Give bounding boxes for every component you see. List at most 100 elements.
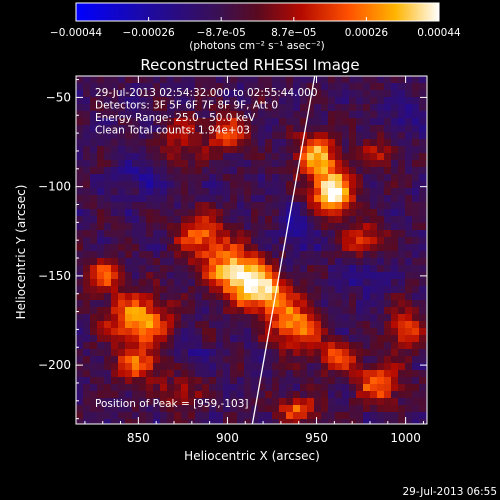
heatmap-cell: [335, 314, 343, 322]
heatmap-cell: [90, 405, 98, 413]
heatmap-cell: [265, 97, 273, 105]
heatmap-cell: [104, 293, 112, 301]
heatmap-cell: [363, 412, 371, 420]
heatmap-cell: [153, 139, 161, 147]
heatmap-cell: [342, 279, 350, 287]
heatmap-cell: [125, 83, 133, 91]
heatmap-cell: [391, 188, 399, 196]
heatmap-cell: [370, 314, 378, 322]
heatmap-cell: [97, 125, 105, 133]
heatmap-cell: [391, 125, 399, 133]
heatmap-cell: [237, 181, 245, 189]
heatmap-cell: [181, 216, 189, 224]
heatmap-cell: [377, 377, 385, 385]
heatmap-cell: [97, 237, 105, 245]
heatmap-cell: [335, 363, 343, 371]
heatmap-cell: [370, 160, 378, 168]
heatmap-cell: [160, 328, 168, 336]
heatmap-cell: [167, 223, 175, 231]
heatmap-cell: [153, 153, 161, 161]
heatmap-cell: [244, 188, 252, 196]
heatmap-cell: [195, 195, 203, 203]
heatmap-cell: [230, 188, 238, 196]
heatmap-cell: [377, 153, 385, 161]
heatmap-cell: [335, 174, 343, 182]
heatmap-cell: [307, 118, 315, 126]
heatmap-cell: [279, 370, 287, 378]
heatmap-cell: [370, 293, 378, 301]
heatmap-cell: [342, 258, 350, 266]
heatmap-cell: [419, 174, 427, 182]
heatmap-cell: [265, 230, 273, 238]
heatmap-cell: [251, 335, 259, 343]
heatmap-cell: [125, 300, 133, 308]
heatmap-cell: [104, 279, 112, 287]
heatmap-cell: [258, 349, 266, 357]
heatmap-cell: [188, 237, 196, 245]
heatmap-cell: [181, 412, 189, 420]
heatmap-cell: [132, 356, 140, 364]
heatmap-cell: [160, 111, 168, 119]
heatmap-cell: [286, 398, 294, 406]
heatmap-cell: [118, 321, 126, 329]
heatmap-cell: [349, 356, 357, 364]
heatmap-cell: [118, 160, 126, 168]
heatmap-cell: [398, 83, 406, 91]
heatmap-cell: [216, 174, 224, 182]
heatmap-cell: [139, 384, 147, 392]
heatmap-cell: [321, 405, 329, 413]
heatmap-cell: [300, 251, 308, 259]
heatmap-cell: [251, 321, 259, 329]
heatmap-cell: [125, 209, 133, 217]
heatmap-cell: [181, 265, 189, 273]
heatmap-cell: [251, 160, 259, 168]
heatmap-cell: [307, 223, 315, 231]
heatmap-cell: [237, 258, 245, 266]
heatmap-cell: [370, 195, 378, 203]
heatmap-cell: [363, 300, 371, 308]
heatmap-cell: [174, 90, 182, 98]
heatmap-cell: [391, 279, 399, 287]
heatmap-cell: [188, 167, 196, 175]
heatmap-cell: [132, 195, 140, 203]
heatmap-cell: [412, 279, 420, 287]
heatmap-cell: [202, 377, 210, 385]
heatmap-cell: [342, 293, 350, 301]
heatmap-cell: [202, 293, 210, 301]
heatmap-cell: [300, 174, 308, 182]
heatmap-cell: [258, 76, 266, 84]
heatmap-cell: [104, 244, 112, 252]
heatmap-cell: [286, 363, 294, 371]
heatmap-cell: [97, 398, 105, 406]
heatmap-cell: [342, 342, 350, 350]
heatmap-cell: [370, 181, 378, 189]
heatmap-cell: [153, 370, 161, 378]
heatmap-cell: [181, 188, 189, 196]
heatmap-cell: [328, 342, 336, 350]
heatmap-cell: [342, 314, 350, 322]
heatmap-cell: [216, 279, 224, 287]
heatmap-cell: [279, 412, 287, 420]
heatmap-cell: [181, 384, 189, 392]
heatmap-cell: [244, 342, 252, 350]
heatmap-cell: [321, 188, 329, 196]
heatmap-cell: [76, 314, 84, 322]
heatmap-cell: [307, 139, 315, 147]
heatmap-cell: [111, 384, 119, 392]
heatmap-cell: [90, 125, 98, 133]
heatmap-cell: [76, 384, 84, 392]
heatmap-cell: [384, 328, 392, 336]
heatmap-cell: [195, 272, 203, 280]
heatmap-cell: [419, 230, 427, 238]
heatmap-cell: [356, 202, 364, 210]
heatmap-cell: [125, 258, 133, 266]
heatmap-cell: [160, 363, 168, 371]
heatmap-cell: [174, 321, 182, 329]
heatmap-cell: [265, 125, 273, 133]
heatmap-cell: [153, 174, 161, 182]
heatmap-cell: [76, 356, 84, 364]
heatmap-cell: [209, 132, 217, 140]
heatmap-cell: [244, 272, 252, 280]
heatmap-cell: [181, 104, 189, 112]
heatmap-cell: [216, 202, 224, 210]
